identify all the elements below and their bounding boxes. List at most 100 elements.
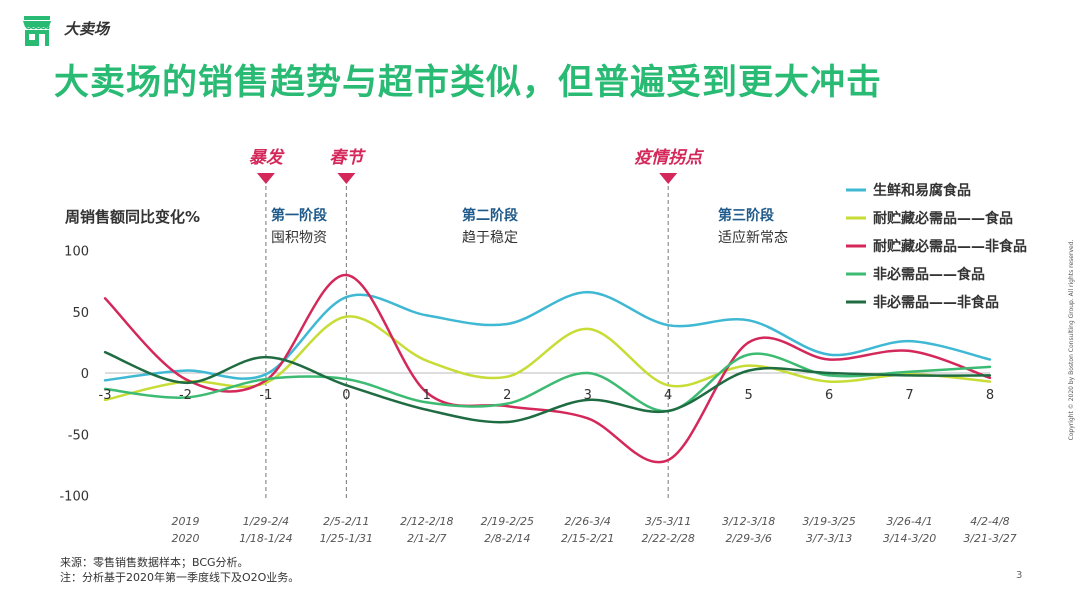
- date-label-2019: 3/19-3/25: [802, 515, 855, 528]
- data-point: [425, 314, 429, 317]
- date-label-2019: 2/26-3/4: [565, 515, 611, 528]
- data-point: [988, 380, 992, 383]
- phase-desc: 适应新常态: [718, 229, 788, 246]
- data-point: [908, 374, 911, 377]
- legend-label: 生鲜和易腐食品: [873, 182, 971, 199]
- x-tick-label: 7: [905, 388, 913, 403]
- y-tick-label: -50: [68, 428, 89, 443]
- data-point: [345, 377, 348, 381]
- data-point: [103, 297, 107, 300]
- series-line: [104, 315, 991, 402]
- data-point: [103, 379, 107, 382]
- event-label: 春节: [329, 148, 366, 168]
- x-tick-label: 8: [986, 388, 994, 403]
- store-icon: [23, 16, 51, 46]
- label-layer: 周销售额同比变化% 100 50 0 -50 -100 -3 -2 -1 0 1 2 3 4 5 6 7 8 201…: [59, 207, 1016, 545]
- x-tick-label: -2: [179, 388, 192, 403]
- data-point: [184, 381, 187, 384]
- phase-desc: 囤积物资: [271, 230, 327, 246]
- y-tick-label: 0: [81, 367, 89, 382]
- data-point: [264, 373, 268, 376]
- series-line: [104, 290, 991, 382]
- date-label-2020: 2/22-2/28: [641, 532, 694, 545]
- date-label-2020: 2/1-2/7: [407, 532, 446, 545]
- data-point: [908, 370, 911, 373]
- date-label-2020: 1/25-1/31: [320, 532, 373, 545]
- date-label-2020: 2/29-3/6: [725, 532, 771, 545]
- data-point: [345, 384, 348, 387]
- data-point: [988, 376, 992, 380]
- legend-label: 耐贮藏必需品——食品: [873, 210, 1013, 227]
- data-point: [747, 319, 750, 322]
- legend-label: 非必需品——非食品: [873, 294, 999, 311]
- page-title: 大卖场的销售趋势与超市类似，但普遍受到更大冲击: [54, 63, 883, 103]
- legend-label: 耐贮藏必需品——非食品: [873, 238, 1027, 255]
- x-tick-label: -3: [99, 388, 112, 403]
- event-label: 疫情拐点: [634, 148, 705, 168]
- event-label: 暴发: [249, 148, 285, 168]
- data-point: [747, 369, 750, 372]
- source-note: 来源：零售销售数据样本；BCG分析。: [60, 556, 249, 569]
- x-tick-label: -1: [259, 388, 272, 403]
- date-label-2019: 2019: [171, 515, 199, 528]
- legend: 生鲜和易腐食品耐贮藏必需品——食品耐贮藏必需品——非食品非必需品——食品非必需品…: [846, 182, 1027, 311]
- data-point: [586, 290, 589, 294]
- event-marker: [256, 173, 275, 184]
- event-marker: [659, 173, 678, 184]
- data-point: [827, 353, 831, 356]
- data-point: [425, 408, 429, 411]
- data-point: [345, 273, 348, 277]
- data-point: [908, 349, 911, 353]
- y-tick-label: 50: [72, 306, 89, 321]
- data-point: [184, 396, 187, 399]
- date-label-2020: 3/21-3/27: [963, 532, 1016, 545]
- date-label-2020: 2/8-2/14: [484, 532, 530, 545]
- data-point: [747, 353, 750, 356]
- data-point: [506, 402, 509, 405]
- date-label-2019: 2/5-2/11: [323, 515, 369, 528]
- series-line: [104, 352, 991, 413]
- x-tick-label: 6: [825, 388, 833, 403]
- data-point: [586, 417, 589, 420]
- event-layer: 暴发 春节 疫情拐点: [249, 148, 705, 498]
- data-point: [666, 384, 670, 387]
- date-label-2019: 2/12-2/18: [400, 515, 453, 528]
- data-point: [827, 358, 831, 361]
- date-label-2020: 2/15-2/21: [561, 532, 614, 545]
- legend-label: 非必需品——食品: [873, 266, 985, 283]
- data-point: [988, 365, 992, 369]
- data-point: [988, 374, 992, 377]
- data-point: [506, 420, 509, 424]
- data-point: [103, 350, 107, 354]
- x-tick-label: 5: [744, 388, 752, 403]
- data-point: [184, 377, 187, 381]
- data-point: [586, 398, 589, 402]
- data-point: [103, 398, 107, 402]
- data-point: [827, 380, 831, 383]
- event-marker: [337, 173, 356, 184]
- date-label-2020: 3/14-3/20: [883, 532, 936, 545]
- x-tick-label: 1: [423, 388, 431, 403]
- phase-name: 第三阶段: [718, 207, 774, 224]
- date-label-2019: 3/5-3/11: [645, 515, 691, 528]
- data-point: [908, 339, 911, 343]
- date-label-2019: 1/29-2/4: [243, 515, 289, 528]
- data-point: [184, 369, 187, 372]
- data-point: [747, 364, 750, 367]
- data-point: [506, 404, 509, 408]
- data-point: [264, 377, 268, 381]
- date-label-2019: 4/2-4/8: [970, 515, 1009, 528]
- x-tick-label: 4: [664, 388, 672, 403]
- data-point: [586, 371, 589, 375]
- data-point: [666, 458, 670, 462]
- data-point: [103, 387, 107, 391]
- date-label-2020: 1/18-1/24: [239, 532, 292, 545]
- x-tick-label: 3: [584, 388, 592, 403]
- data-point: [345, 295, 348, 299]
- y-tick-label: 100: [64, 245, 89, 260]
- data-point: [506, 322, 509, 326]
- data-point: [747, 341, 750, 344]
- data-point: [264, 355, 268, 359]
- data-point: [425, 359, 429, 362]
